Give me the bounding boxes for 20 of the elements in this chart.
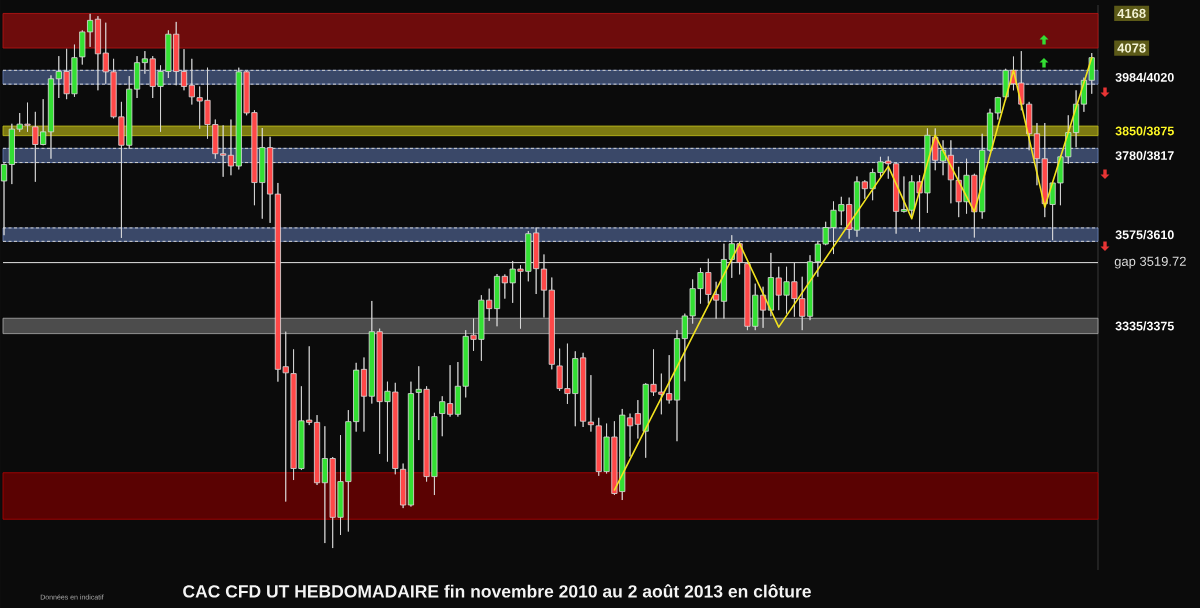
candlestick bbox=[180, 48, 188, 91]
y-tick-label: 4078 bbox=[1117, 43, 1146, 53]
band-label: 3335/3375 bbox=[1115, 321, 1174, 331]
text: CAC CFD UT HEBDOMADAIRE fin novembre 2010 au 2 août 2013 en clôture bbox=[183, 584, 811, 598]
y-tick-label: 4168 bbox=[1117, 8, 1146, 19]
candlestick bbox=[0, 162, 8, 236]
candlestick bbox=[407, 381, 414, 507]
candlestick bbox=[400, 463, 407, 509]
candlestick bbox=[587, 374, 594, 433]
line-series bbox=[613, 56, 1093, 491]
candlestick bbox=[713, 281, 720, 320]
candlestick bbox=[673, 329, 681, 442]
band-label: 3575/3610 bbox=[1115, 229, 1174, 240]
candlestick bbox=[986, 108, 994, 153]
candlestick bbox=[360, 357, 368, 433]
candlestick bbox=[900, 176, 907, 213]
band-label: 3850/3875 bbox=[1115, 126, 1174, 136]
band-label: 3780/3817 bbox=[1115, 150, 1174, 161]
y-tick-label: gap 3519.72 bbox=[1114, 256, 1186, 269]
band-label: 3984/4020 bbox=[1115, 72, 1174, 82]
